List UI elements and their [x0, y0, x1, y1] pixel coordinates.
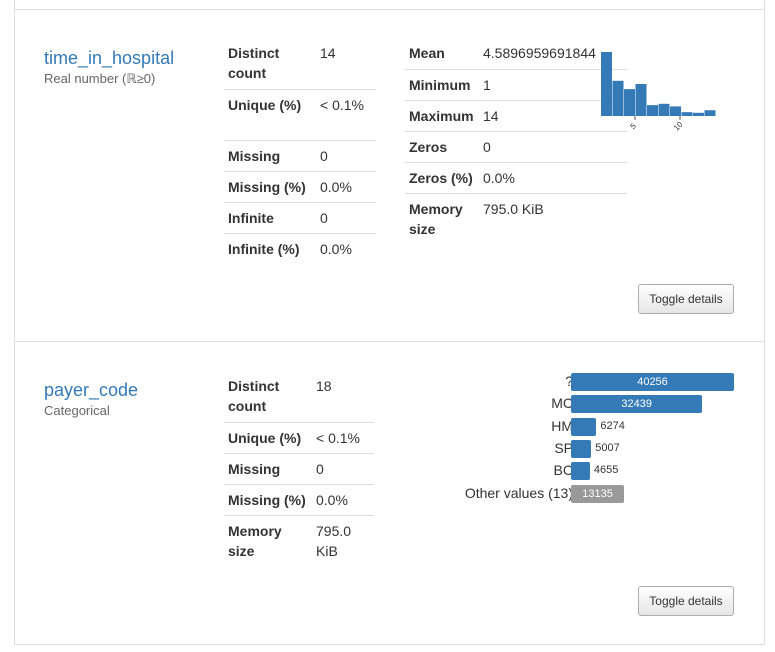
stat-row: Memory size 795.0 KiB [405, 192, 627, 244]
stat-value: 795.0 KiB [312, 514, 374, 566]
histogram-bar [704, 110, 716, 116]
variable-panel-time-in-hospital: time_in_hospital Real number (ℝ≥0) Disti… [14, 0, 765, 342]
stat-row: Memory size 795.0 KiB [224, 514, 374, 566]
stat-value: 0 [316, 139, 376, 171]
frequency-bar [571, 373, 734, 391]
stat-key: Infinite (%) [224, 232, 316, 264]
frequency-label: HM [551, 417, 573, 434]
frequency-count: 5007 [595, 441, 620, 454]
frequency-label: SP [554, 439, 573, 456]
stat-row: Unique (%) < 0.1% [224, 421, 374, 453]
frequency-count: 13135 [582, 487, 613, 500]
stat-row: Missing 0 [224, 452, 374, 484]
frequency-bar [571, 395, 703, 414]
stat-row: Infinite (%) 0.0% [224, 232, 376, 264]
variable-type: Real number (ℝ≥0) [44, 71, 156, 86]
frequency-row: SP 5007 [415, 438, 745, 460]
histogram-bar [681, 112, 693, 116]
frequency-bar [571, 462, 590, 481]
histogram: 5 10 [601, 52, 716, 133]
histogram-bar [601, 52, 612, 116]
histogram-bar [624, 89, 635, 116]
stat-value: 18 [316, 378, 332, 394]
stat-row: Minimum 1 [405, 68, 627, 100]
histogram-tick-label: 10 [672, 120, 685, 133]
stat-key: Maximum [405, 99, 479, 131]
stat-key: Mean [409, 45, 445, 61]
stat-key: Distinct count [228, 378, 280, 414]
stat-row: Mean 4.5896959691844 [405, 38, 627, 69]
stat-row: Missing (%) 0.0% [224, 170, 376, 202]
stat-row: Zeros 0 [405, 130, 627, 162]
variable-panel-payer-code: payer_code Categorical Distinct count 18 U… [14, 342, 765, 645]
frequency-bar [571, 417, 597, 436]
frequency-row: Other values (13) 13135 [415, 483, 745, 505]
stat-value: < 0.1% [312, 421, 374, 453]
stat-key: Missing (%) [224, 483, 312, 515]
frequency-count: 4655 [593, 464, 619, 477]
stat-key: Unique (%) [224, 421, 312, 453]
frequency-label: BC [553, 462, 573, 479]
stat-value: 4.5896959691844 [483, 45, 596, 61]
variable-name[interactable]: time_in_hospital [44, 48, 175, 68]
stats-table-left: Distinct count 18 Unique (%) < 0.1% Missing 0… [224, 371, 374, 566]
variable-name[interactable]: payer_code [44, 380, 139, 400]
stats-table-right: Mean 4.5896959691844 Minimum 1 Maximum 14 Zero… [405, 38, 627, 244]
frequency-label: ? [565, 373, 573, 389]
stat-value: 14 [320, 45, 336, 61]
stat-row: Distinct count 14 [224, 38, 376, 89]
stat-key: Unique (%) [224, 88, 316, 140]
frequency-bar [571, 439, 592, 458]
frequency-row: BC 4655 [415, 460, 745, 482]
stat-value: 0.0% [316, 170, 376, 202]
divider [15, 9, 764, 10]
stat-row: Maximum 14 [405, 99, 627, 131]
stat-key: Distinct count [228, 45, 280, 81]
histogram-bar [612, 80, 624, 116]
stat-value: < 0.1% [316, 88, 376, 140]
frequency-bar [571, 484, 625, 503]
stat-row: Unique (%) < 0.1% [224, 88, 376, 140]
stat-row: Zeros (%) 0.0% [405, 161, 627, 193]
stat-row: Distinct count 18 [224, 371, 374, 422]
stat-key: Minimum [405, 68, 479, 100]
toggle-details-button[interactable]: Toggle details [638, 284, 734, 314]
stat-row: Missing 0 [224, 139, 376, 171]
histogram-bar [670, 106, 681, 116]
stat-key: Memory size [224, 514, 312, 566]
frequency-count: 32439 [621, 398, 652, 411]
frequency-row: ? 40256 [415, 371, 745, 393]
stat-key: Zeros (%) [405, 161, 479, 193]
stat-row: Missing (%) 0.0% [224, 483, 374, 515]
stat-key: Memory size [405, 192, 479, 244]
histogram-bar [635, 84, 647, 116]
histogram-bar [658, 103, 670, 116]
frequency-count: 6274 [600, 419, 625, 432]
frequency-row: MC 32439 [415, 393, 745, 415]
stat-row: Infinite 0 [224, 201, 376, 233]
stat-key: Zeros [405, 130, 479, 162]
stat-value: 0 [479, 130, 627, 162]
frequency-count: 40256 [637, 376, 668, 388]
histogram-tick-label: 5 [628, 121, 638, 131]
histogram-bar [647, 105, 658, 116]
variable-type: Categorical [44, 403, 110, 418]
stat-value: 0.0% [316, 232, 376, 264]
stat-value: 0 [312, 452, 374, 484]
stat-key: Missing [224, 139, 316, 171]
stat-key: Infinite [224, 201, 316, 233]
stats-table-left: Distinct count 14 Unique (%) < 0.1% Missing 0… [224, 38, 376, 264]
stat-value: 0.0% [479, 161, 627, 193]
frequency-label: Other values (13) [464, 484, 573, 501]
toggle-details-button[interactable]: Toggle details [638, 586, 734, 616]
stat-value: 0.0% [312, 483, 374, 515]
stat-key: Missing (%) [224, 170, 316, 202]
stat-value: 0 [316, 201, 376, 233]
histogram-bar [693, 112, 704, 116]
frequency-row: HM 6274 [415, 416, 745, 438]
frequency-label: MC [551, 395, 573, 412]
stat-key: Missing [224, 452, 312, 484]
stat-value: 795.0 KiB [479, 192, 627, 244]
